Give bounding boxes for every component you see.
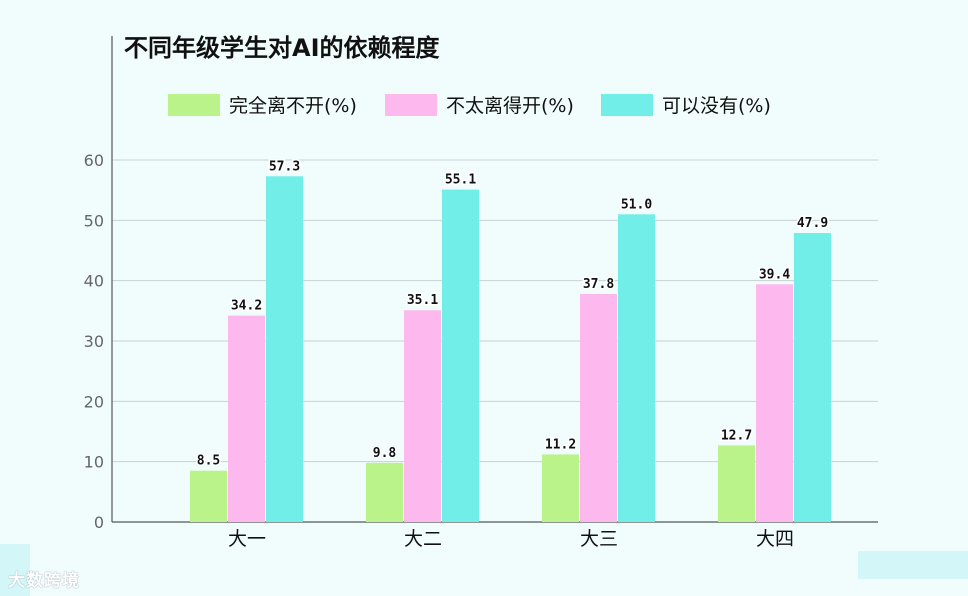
corner-decoration-right [858, 551, 968, 579]
bar [190, 470, 227, 522]
data-label: 57.3 [269, 159, 300, 174]
watermark-logo: 大数跨境 [8, 571, 80, 591]
y-tick-label: 0 [94, 513, 104, 532]
legend-swatch [385, 94, 437, 116]
legend-swatch [601, 94, 653, 116]
y-tick-label: 10 [84, 453, 104, 472]
y-tick-label: 40 [84, 272, 104, 291]
legend-label: 不太离得开(%) [446, 95, 574, 117]
bar [718, 445, 755, 522]
x-tick-label: 大一 [228, 528, 266, 550]
bar [618, 214, 655, 523]
legend-label: 完全离不开(%) [229, 95, 357, 117]
data-label: 12.7 [721, 428, 752, 443]
legend-swatch [168, 94, 220, 116]
bar [756, 284, 793, 522]
data-label: 51.0 [621, 197, 652, 212]
bar [580, 293, 617, 522]
data-label: 37.8 [583, 277, 614, 292]
bar [266, 176, 303, 523]
data-label: 35.1 [407, 293, 438, 308]
chart-title: 不同年级学生对AI的依赖程度 [124, 34, 441, 62]
data-label: 11.2 [545, 437, 576, 452]
bar [542, 454, 579, 522]
y-tick-label: 20 [84, 392, 104, 411]
x-tick-label: 大二 [404, 528, 442, 550]
y-tick-label: 30 [84, 332, 104, 351]
data-label: 34.2 [231, 299, 262, 314]
data-label: 55.1 [445, 173, 476, 188]
y-tick-label: 50 [84, 211, 104, 230]
data-label: 8.5 [197, 454, 220, 469]
bar [794, 233, 831, 522]
data-label: 9.8 [373, 446, 397, 461]
legend-label: 可以没有(%) [662, 95, 771, 117]
x-tick-label: 大四 [756, 528, 794, 550]
x-tick-label: 大三 [580, 528, 618, 550]
data-label: 47.9 [797, 216, 828, 231]
bar [404, 310, 441, 522]
corner-decoration-left [0, 544, 30, 596]
bar [228, 315, 265, 522]
data-label: 39.4 [759, 267, 790, 282]
y-tick-label: 60 [84, 151, 104, 170]
bar [442, 189, 479, 522]
bar [366, 462, 403, 522]
